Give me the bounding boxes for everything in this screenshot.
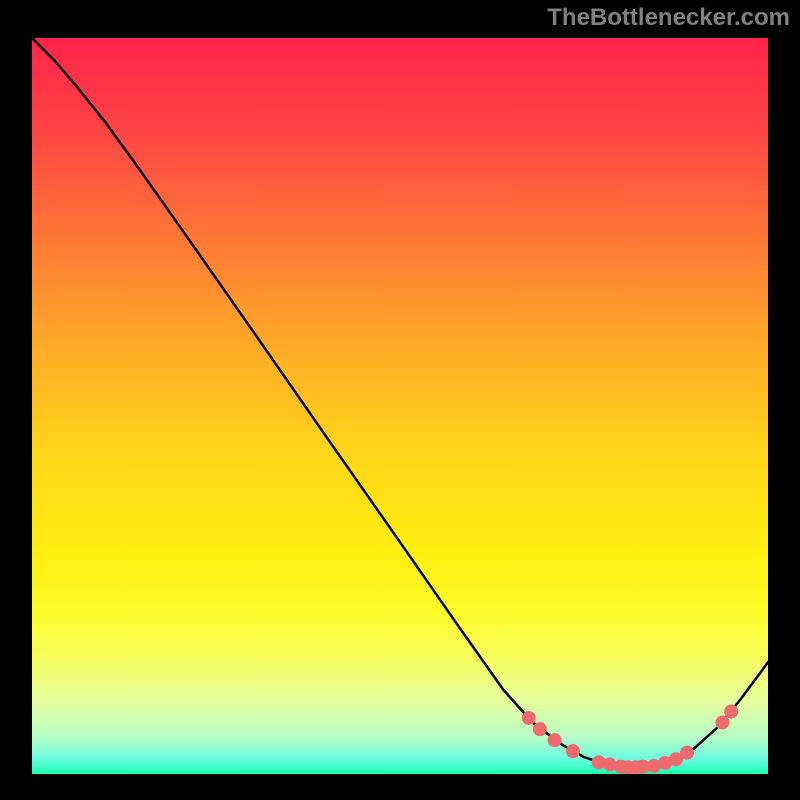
chart-svg <box>32 38 768 774</box>
data-point-marker <box>724 704 738 718</box>
data-point-marker <box>522 711 536 725</box>
data-point-marker <box>680 746 694 760</box>
chart-container: TheBottlenecker.com <box>0 0 800 800</box>
data-point-marker <box>548 733 562 747</box>
data-point-marker <box>715 715 729 729</box>
data-point-marker <box>566 744 580 758</box>
data-point-marker <box>533 722 547 736</box>
chart-background <box>32 38 768 774</box>
plot-area <box>32 38 768 774</box>
watermark-text: TheBottlenecker.com <box>547 4 790 32</box>
